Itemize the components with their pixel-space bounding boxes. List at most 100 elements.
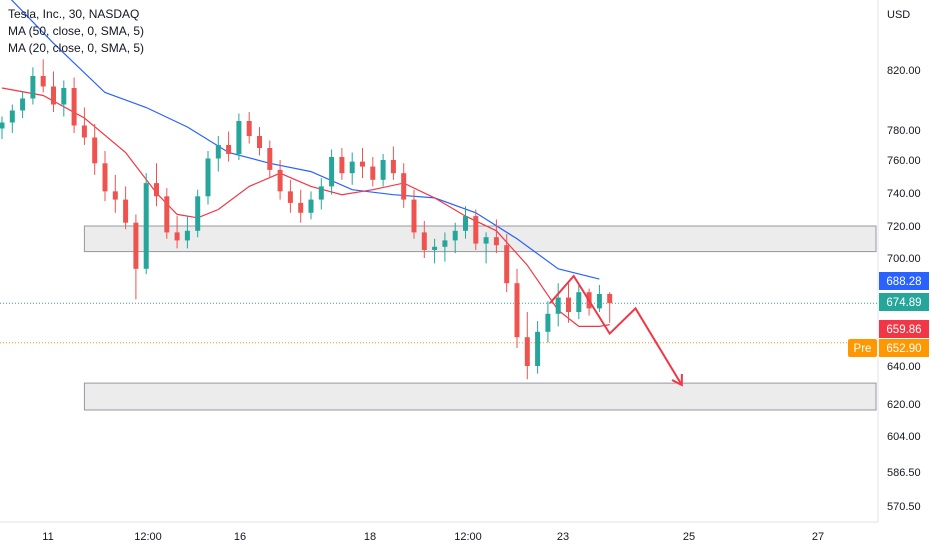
- candle-body: [0, 122, 5, 129]
- projection-arrowhead: [671, 373, 683, 387]
- y-tick-label: 820.00: [887, 65, 921, 77]
- price-tag-label: 674.89: [886, 297, 921, 309]
- candle-body: [112, 191, 118, 200]
- candle-body: [9, 110, 15, 123]
- candle-body: [81, 125, 87, 138]
- y-tick-label: 700.00: [887, 253, 921, 265]
- legend-ma50: MA (50, close, 0, SMA, 5): [8, 24, 145, 38]
- candle-body: [329, 157, 335, 187]
- candle-body: [40, 76, 46, 87]
- candle-body: [226, 145, 232, 154]
- candle-body: [51, 86, 56, 105]
- candle-body: [339, 157, 345, 174]
- candle-body: [421, 232, 427, 250]
- candle-body: [308, 199, 314, 213]
- x-tick-label: 12:00: [134, 531, 162, 543]
- candle-body: [349, 161, 355, 174]
- x-tick-label: 27: [812, 531, 824, 543]
- x-tick-label: 18: [364, 531, 376, 543]
- support-zone-1: [83, 225, 877, 253]
- candle-body: [411, 199, 417, 233]
- candle-body: [184, 230, 190, 241]
- candle-body: [143, 183, 149, 269]
- candle-body: [514, 283, 520, 338]
- candle-body: [267, 148, 273, 170]
- candle-body: [463, 216, 468, 231]
- candle-body: [92, 137, 98, 164]
- y-tick-label: 620.00: [887, 399, 921, 411]
- candle-body: [30, 76, 36, 99]
- candle-body: [390, 160, 396, 174]
- candle-body: [174, 232, 180, 241]
- premarket-prefix-badge: [848, 339, 877, 357]
- candle-body: [380, 160, 386, 180]
- candle-body: [257, 136, 262, 148]
- candle-body: [215, 145, 221, 159]
- projection-arrow: [549, 274, 683, 386]
- candle-body: [483, 237, 489, 244]
- candle-body: [318, 186, 324, 200]
- candle-body: [195, 196, 201, 231]
- price-tag-badge: [879, 272, 929, 290]
- candle-body: [298, 202, 304, 213]
- candle-body: [236, 121, 242, 154]
- support-zone-2: [83, 382, 877, 411]
- candle-body: [555, 297, 561, 314]
- legend-ma20: MA (20, close, 0, SMA, 5): [8, 41, 145, 55]
- currency-label: USD: [887, 9, 910, 21]
- y-tick-label: 780.00: [887, 125, 921, 137]
- x-tick-label: 11: [42, 531, 53, 543]
- price-tag-label: 659.86: [886, 324, 921, 336]
- candle-body: [287, 191, 293, 203]
- x-tick-label: 12:00: [454, 531, 482, 543]
- candle-body: [401, 173, 407, 200]
- candle-body: [596, 294, 602, 309]
- x-tick-label: 16: [234, 531, 246, 543]
- price-tag-badge: [879, 293, 929, 311]
- ma20-line: [1, 87, 610, 327]
- candle-body: [246, 121, 252, 136]
- candle-body: [432, 246, 438, 250]
- candle-body: [123, 199, 129, 223]
- candle-body: [205, 158, 211, 197]
- y-tick-label: 740.00: [887, 188, 921, 200]
- candle-body: [566, 297, 571, 312]
- candle-body: [535, 331, 541, 366]
- x-tick-label: 23: [557, 531, 569, 543]
- candle-body: [133, 222, 139, 269]
- y-tick-label: 570.50: [887, 501, 921, 513]
- y-tick-label: 760.00: [887, 155, 921, 167]
- price-tag-badge: [879, 320, 929, 338]
- candle-body: [154, 183, 159, 197]
- chart-legend: Tesla, Inc., 30, NASDAQ MA (50, close, 0…: [8, 6, 144, 57]
- ma50-line: [10, 0, 600, 280]
- premarket-prefix-label: Pre: [854, 343, 872, 355]
- candle-body: [102, 163, 108, 192]
- candle-body: [164, 196, 170, 233]
- candle-body: [61, 88, 67, 105]
- y-tick-label: 720.00: [887, 221, 921, 233]
- price-tag-label: 652.90: [886, 343, 921, 355]
- candle-body: [607, 294, 613, 304]
- candle-body: [452, 230, 458, 241]
- candle-body: [545, 313, 551, 332]
- candle-body: [524, 337, 530, 366]
- y-tick-label: 640.00: [887, 361, 921, 373]
- candle-body: [576, 292, 582, 312]
- y-tick-label: 604.00: [887, 431, 921, 443]
- price-tag-label: 688.28: [886, 276, 921, 288]
- candle-body: [20, 98, 26, 111]
- candle-body: [277, 169, 283, 192]
- candle-body: [360, 161, 365, 167]
- legend-symbol-title: Tesla, Inc., 30, NASDAQ: [8, 7, 140, 21]
- y-tick-label: 586.50: [887, 467, 921, 479]
- candle-body: [442, 240, 448, 247]
- candle-body: [504, 245, 510, 284]
- price-tag-badge: [879, 339, 929, 357]
- candle-body: [71, 88, 77, 126]
- candle-body: [473, 216, 479, 244]
- candle-body: [493, 237, 499, 246]
- candle-body: [370, 166, 376, 180]
- x-tick-label: 25: [683, 531, 695, 543]
